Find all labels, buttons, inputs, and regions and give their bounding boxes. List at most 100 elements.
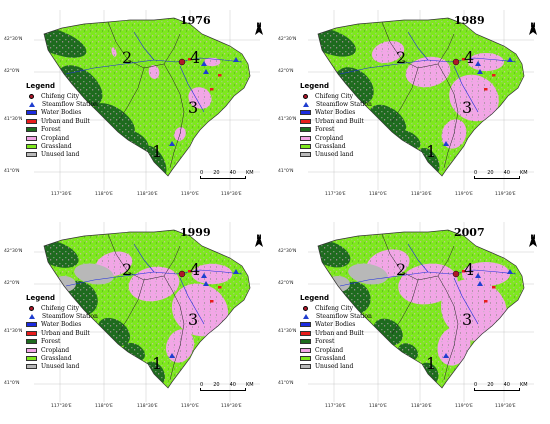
legend-item: Urban and Built [300, 329, 372, 337]
latitude-label: 41°30'N [278, 329, 297, 334]
scale-tick: 20 [487, 382, 494, 388]
legend-item: Cropland [26, 134, 98, 142]
legend: Legend Chifeng City Steamflow Station Water… [26, 82, 98, 159]
chifeng-city-marker [178, 58, 186, 66]
subbasin-label: 3 [188, 310, 199, 329]
legend-label: Cropland [315, 134, 344, 142]
chifeng-city-marker [452, 58, 460, 66]
subbasin-label: 4 [464, 260, 475, 279]
legend-swatch [300, 110, 311, 116]
legend-item: Chifeng City [300, 304, 372, 312]
scale-tick: 0 [200, 382, 204, 388]
basin-outline [43, 17, 251, 177]
legend: Legend Chifeng City Steamflow Station Water… [300, 294, 372, 371]
latitude-label: 41°30'N [4, 117, 23, 122]
legend-item: Urban and Built [300, 117, 372, 125]
subbasin-label: 2 [122, 260, 133, 279]
longitude-label: 119°30'E [221, 192, 242, 197]
north-arrow-icon [529, 22, 537, 35]
scale-tick: 20 [213, 170, 220, 176]
scale-unit: KM [519, 170, 528, 176]
legend-item: Steamflow Station [26, 100, 98, 108]
north-arrow: N [254, 22, 264, 35]
latitude-label: 42°0'N [4, 281, 20, 286]
streamflow-station-marker [203, 69, 209, 74]
legend-swatch [26, 144, 37, 150]
urban-patch [484, 88, 488, 91]
legend: Legend Chifeng City Steamflow Station Water… [26, 294, 98, 371]
latitude-label: 42°30'N [278, 37, 297, 42]
legend: Legend Chifeng City Steamflow Station Water… [300, 82, 372, 159]
legend-label: Unused land [41, 363, 80, 371]
map-graphic [34, 10, 260, 190]
map-panel-1989: 1989 42°30'N 42°0'N 41°30'N 41°0'N 117°30'E… [278, 2, 546, 209]
legend-swatch [303, 93, 308, 99]
legend-swatch [26, 330, 37, 336]
urban-patch [492, 286, 496, 289]
legend-item: Chifeng City [26, 92, 98, 100]
north-arrow-icon [255, 234, 263, 247]
longitude-label: 119°0'E [455, 404, 473, 409]
legend-title: Legend [300, 294, 329, 302]
scale-tick: 20 [487, 170, 494, 176]
north-arrow: N [528, 234, 538, 247]
legend-label: Urban and Built [41, 329, 90, 337]
legend-label: Unused land [315, 363, 354, 371]
subbasin-label: 2 [396, 48, 407, 67]
streamflow-station-marker [169, 141, 175, 146]
latitude-label: 42°0'N [4, 69, 20, 74]
subbasin-label: 4 [190, 260, 201, 279]
basin-outline [317, 17, 525, 177]
legend-swatch [26, 364, 37, 370]
scale-bar-line [200, 388, 246, 391]
streamflow-station-marker [507, 57, 513, 62]
legend-swatch [300, 364, 311, 370]
scale-tick: 40 [229, 382, 236, 388]
chifeng-city-marker [452, 270, 460, 278]
legend-item: Cropland [26, 346, 98, 354]
legend-item: Water Bodies [26, 109, 98, 117]
longitude-label: 119°0'E [455, 192, 473, 197]
subbasin-label: 2 [396, 260, 407, 279]
legend-label: Water Bodies [41, 321, 82, 329]
legend-label: Chifeng City [41, 304, 80, 312]
latitude-label: 42°30'N [4, 37, 23, 42]
subbasin-label: 4 [190, 48, 201, 67]
streamflow-station-marker [507, 269, 513, 274]
legend-swatch [26, 322, 37, 328]
basin-outline [317, 229, 525, 389]
longitude-label: 118°0'E [95, 404, 113, 409]
legend-swatch [26, 118, 37, 124]
streamflow-station-marker [201, 273, 207, 278]
scale-tick: 40 [503, 382, 510, 388]
longitude-label: 119°30'E [495, 192, 516, 197]
legend-label: Chifeng City [315, 304, 354, 312]
urban-patch [218, 74, 222, 77]
legend-item: Forest [300, 126, 372, 134]
legend-label: Cropland [315, 346, 344, 354]
scale-unit: KM [245, 170, 254, 176]
subbasin-label: 4 [464, 48, 475, 67]
scale-unit: KM [245, 382, 254, 388]
subbasin-label: 3 [188, 98, 199, 117]
streamflow-station-marker [477, 281, 483, 286]
legend-swatch [29, 93, 34, 99]
longitude-label: 119°30'E [221, 404, 242, 409]
map-graphic [34, 222, 260, 402]
longitude-label: 119°30'E [495, 404, 516, 409]
legend-label: Unused land [41, 151, 80, 159]
scale-bar: 0 20 40 KM [474, 170, 528, 179]
longitude-label: 118°0'E [369, 192, 387, 197]
longitude-label: 118°30'E [137, 192, 158, 197]
panel-year-title: 2007 [454, 226, 485, 239]
chifeng-city-marker [178, 270, 186, 278]
legend-item: Chifeng City [300, 92, 372, 100]
longitude-label: 119°0'E [181, 404, 199, 409]
legend-label: Water Bodies [315, 109, 356, 117]
longitude-label: 118°30'E [137, 404, 158, 409]
legend-item: Unused land [300, 151, 372, 159]
legend-label: Grassland [41, 355, 72, 363]
latitude-label: 42°30'N [4, 249, 23, 254]
legend-label: Grassland [41, 143, 72, 151]
legend-swatch [300, 356, 311, 362]
